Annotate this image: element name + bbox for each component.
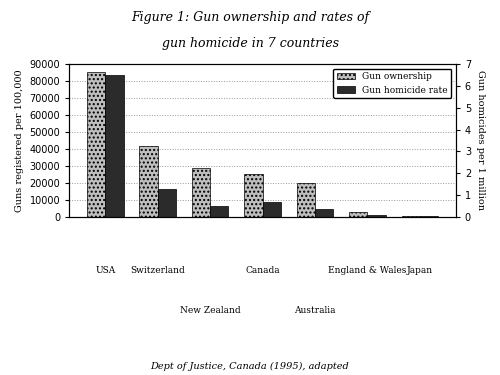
Text: Australia: Australia: [294, 306, 336, 315]
Bar: [420, 216, 438, 217]
Text: Figure 1: Gun ownership and rates of: Figure 1: Gun ownership and rates of: [131, 11, 369, 24]
Y-axis label: Gun homicides per 1 million: Gun homicides per 1 million: [476, 70, 485, 210]
Text: Canada: Canada: [246, 266, 280, 275]
Text: New Zealand: New Zealand: [180, 306, 240, 315]
Text: Dept of Justice, Canada (1995), adapted: Dept of Justice, Canada (1995), adapted: [150, 362, 350, 371]
Bar: [210, 206, 229, 217]
Bar: [315, 209, 334, 217]
Bar: [244, 174, 262, 217]
Text: Japan: Japan: [407, 266, 433, 275]
Legend: Gun ownership, Gun homicide rate: Gun ownership, Gun homicide rate: [333, 69, 452, 98]
Bar: [262, 202, 281, 217]
Bar: [349, 212, 368, 217]
Text: USA: USA: [95, 266, 116, 275]
Y-axis label: Guns registered per 100,000: Guns registered per 100,000: [15, 69, 24, 212]
Bar: [87, 72, 106, 217]
Bar: [402, 216, 420, 217]
Bar: [368, 215, 386, 217]
Bar: [106, 75, 124, 217]
Bar: [158, 189, 176, 217]
Text: England & Wales: England & Wales: [328, 266, 406, 275]
Text: gun homicide in 7 countries: gun homicide in 7 countries: [162, 38, 338, 51]
Text: Switzerland: Switzerland: [130, 266, 185, 275]
Bar: [192, 168, 210, 217]
Bar: [296, 183, 315, 217]
Bar: [140, 146, 158, 217]
